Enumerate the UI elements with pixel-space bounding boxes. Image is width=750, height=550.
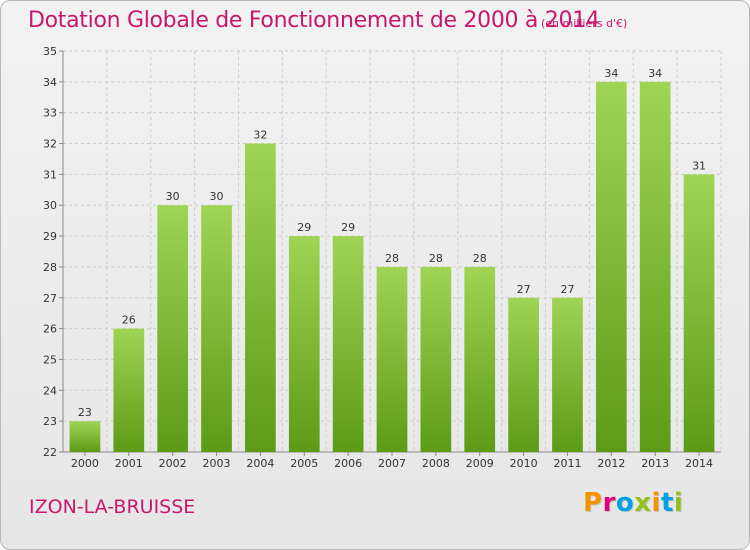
x-tick-label: 2005 <box>290 457 318 470</box>
proxiti-logo: Proxiti <box>583 488 683 518</box>
bar <box>288 236 320 452</box>
x-tick-label: 2002 <box>159 457 187 470</box>
y-tick-label: 35 <box>43 45 57 58</box>
y-tick-label: 31 <box>43 168 57 181</box>
logo-letter: i <box>673 488 684 518</box>
x-tick-label: 2007 <box>378 457 406 470</box>
bar <box>113 328 145 452</box>
logo-letter: P <box>583 488 603 518</box>
bar <box>508 297 539 452</box>
y-tick-label: 33 <box>43 107 57 120</box>
logo-letter: x <box>634 488 652 518</box>
axis-layer: 22 23 24 25 26 27 28 29 30 31 32 33 34 35 2000 2001 2002… <box>43 45 721 470</box>
data-label: 27 <box>517 283 531 296</box>
y-tick-label: 32 <box>43 138 57 151</box>
y-tick-label: 27 <box>43 292 57 305</box>
bar <box>201 205 232 452</box>
x-tick-label: 2011 <box>553 457 581 470</box>
x-tick-label: 2003 <box>203 457 231 470</box>
x-tick-label: 2014 <box>685 457 713 470</box>
bar <box>376 266 408 452</box>
data-label: 27 <box>560 283 574 296</box>
data-label: 23 <box>78 406 92 419</box>
bar <box>595 81 627 452</box>
y-tick-label: 29 <box>43 230 57 243</box>
y-tick-label: 30 <box>43 199 57 212</box>
data-label: 32 <box>253 129 267 142</box>
bar <box>683 174 715 452</box>
x-tick-label: 2004 <box>246 457 274 470</box>
bar <box>639 81 671 452</box>
data-label: 34 <box>648 67 662 80</box>
bar <box>332 236 364 452</box>
commune-name: IZON-LA-BRUISSE <box>29 496 196 518</box>
x-tick-label: 2008 <box>422 457 450 470</box>
bar-layer <box>69 81 715 453</box>
data-label: 26 <box>122 314 136 327</box>
label-layer: 23 26 30 30 32 29 29 28 28 28 27 27 34 34 31 <box>78 67 706 419</box>
y-tick-label: 25 <box>43 353 57 366</box>
bar <box>464 266 496 452</box>
data-label: 31 <box>692 159 706 172</box>
data-label: 29 <box>297 221 311 234</box>
bar <box>245 143 276 453</box>
bar <box>69 421 101 452</box>
x-tick-label: 2010 <box>510 457 538 470</box>
data-label: 30 <box>166 190 180 203</box>
chart-subtitle: (en milliers d'€) <box>541 17 628 30</box>
y-tick-label: 24 <box>43 384 57 397</box>
logo-letter: i <box>651 488 661 518</box>
x-tick-label: 2000 <box>71 457 99 470</box>
y-tick-label: 34 <box>43 76 57 89</box>
y-tick-label: 22 <box>43 446 57 459</box>
y-tick-label: 26 <box>43 323 57 336</box>
bar <box>552 297 583 452</box>
data-label: 28 <box>473 252 487 265</box>
x-tick-label: 2013 <box>641 457 669 470</box>
y-tick-label: 23 <box>43 415 57 428</box>
data-label: 28 <box>429 252 443 265</box>
data-label: 30 <box>210 190 224 203</box>
data-label: 28 <box>385 252 399 265</box>
logo-letter: o <box>615 488 635 518</box>
x-tick-label: 2009 <box>466 457 494 470</box>
bar <box>420 266 452 452</box>
data-label: 34 <box>604 67 618 80</box>
chart-title: Dotation Globale de Fonctionnement de 20… <box>28 8 600 33</box>
logo-letter: r <box>602 488 616 518</box>
logo-letter: t <box>660 488 674 518</box>
bar <box>157 205 189 452</box>
x-tick-label: 2006 <box>334 457 362 470</box>
x-tick-label: 2012 <box>597 457 625 470</box>
data-label: 29 <box>341 221 355 234</box>
y-tick-label: 28 <box>43 261 57 274</box>
x-tick-label: 2001 <box>115 457 143 470</box>
